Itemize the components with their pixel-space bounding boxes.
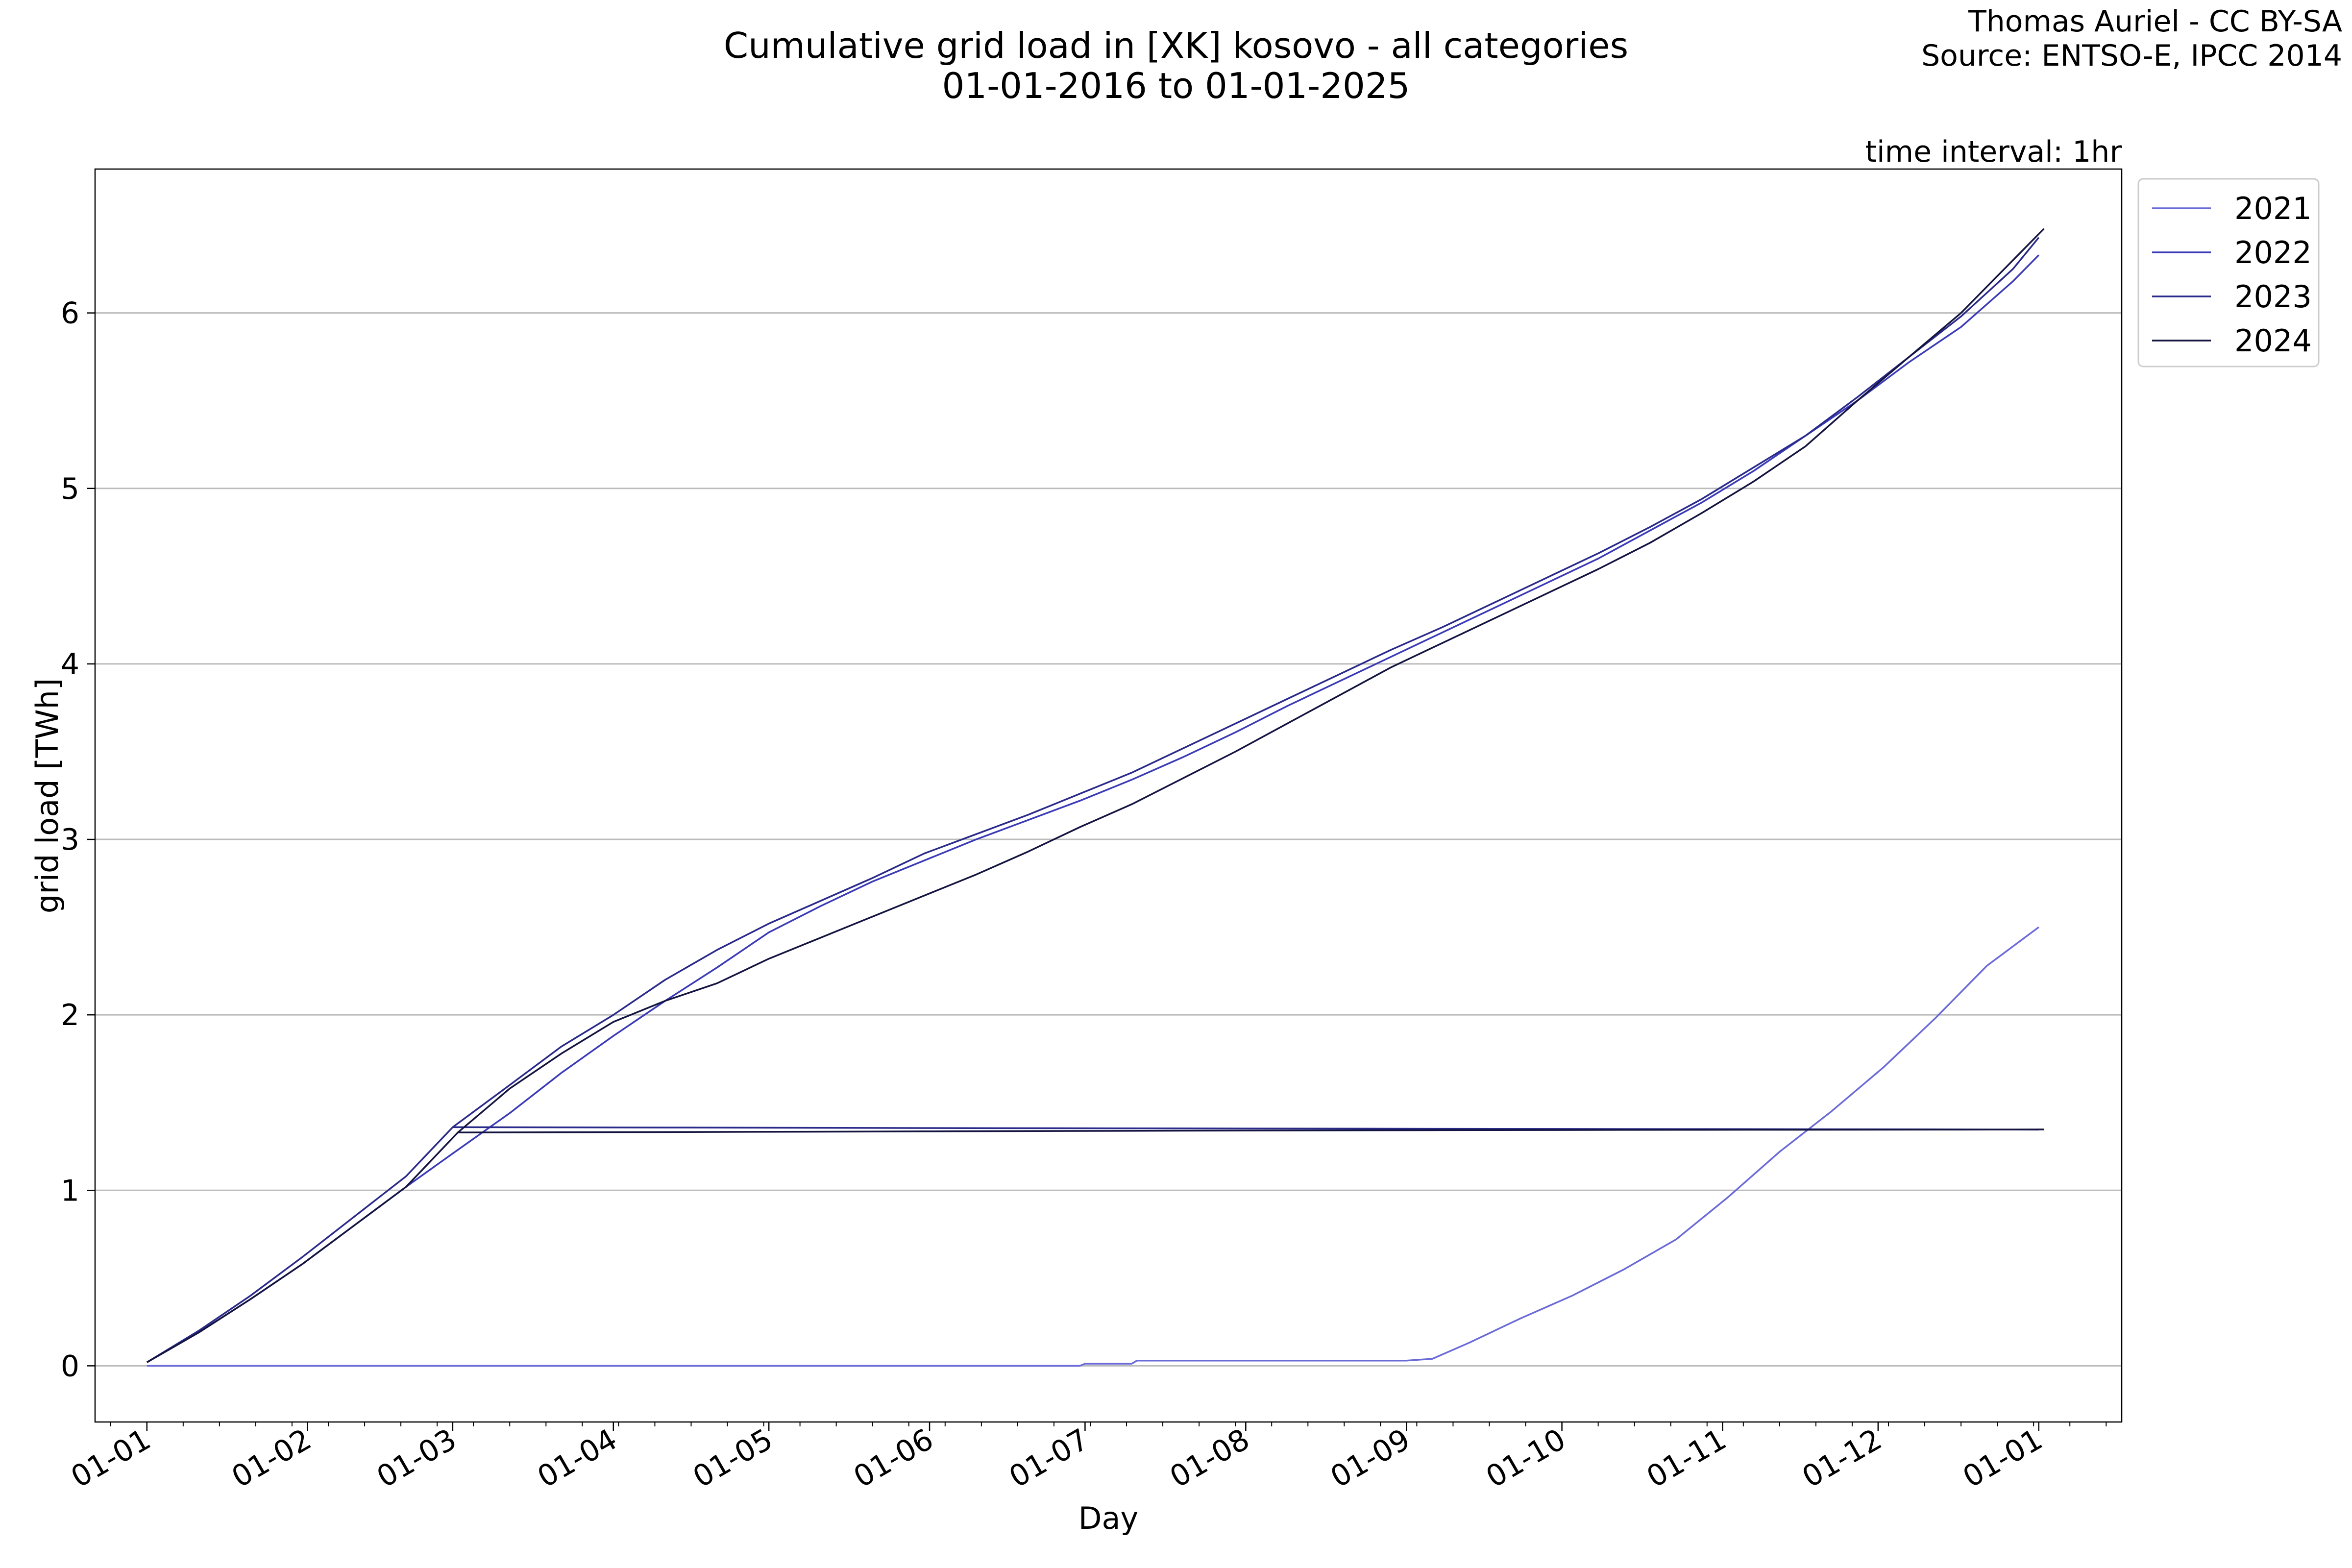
plot-lines (146, 228, 2045, 1367)
y-tick-label: 0 (61, 1349, 79, 1383)
y-tick-label: 1 (61, 1174, 79, 1208)
series-line-2023 (146, 1126, 2039, 1363)
y-tick-label: 4 (61, 647, 79, 682)
series-line-2024 (146, 1128, 2044, 1363)
legend-label-2024: 2024 (2234, 323, 2312, 359)
chart-title: Cumulative grid load in [XK] kosovo - al… (724, 25, 1628, 66)
time-interval-annotation: time interval: 1hr (1865, 135, 2122, 169)
y-tick-label: 2 (61, 998, 79, 1032)
y-axis-ticks: 0 1 2 3 4 5 6 (61, 296, 95, 1383)
series-line-2021 (147, 926, 2039, 1367)
credit-source: Source: ENTSO-E, IPCC 2014 (1921, 39, 2342, 73)
grid-lines (95, 312, 2122, 1367)
y-tick-label: 3 (61, 823, 79, 857)
legend-label-2023: 2023 (2234, 279, 2312, 315)
legend-label-2021: 2021 (2234, 191, 2312, 226)
chart-subtitle: 01-01-2016 to 01-01-2025 (942, 65, 1410, 106)
legend-box (2137, 178, 2320, 368)
y-tick-label: 6 (61, 296, 79, 331)
y-axis-label: grid load [TWh] (29, 678, 65, 913)
legend-entries: 2021 2022 2023 2024 (2152, 191, 2312, 359)
credit-author: Thomas Auriel - CC BY-SA (1968, 4, 2342, 39)
series-line-2024 (457, 228, 2045, 1133)
x-axis-label: Day (1078, 1500, 1138, 1536)
legend: 2021 2022 2023 2024 (2137, 178, 2320, 368)
series-line-2023 (452, 237, 2040, 1128)
legend-label-2022: 2022 (2234, 235, 2312, 270)
plot-frame (94, 168, 2123, 1423)
series-line-2022 (146, 254, 2040, 1363)
y-tick-label: 5 (61, 472, 79, 506)
